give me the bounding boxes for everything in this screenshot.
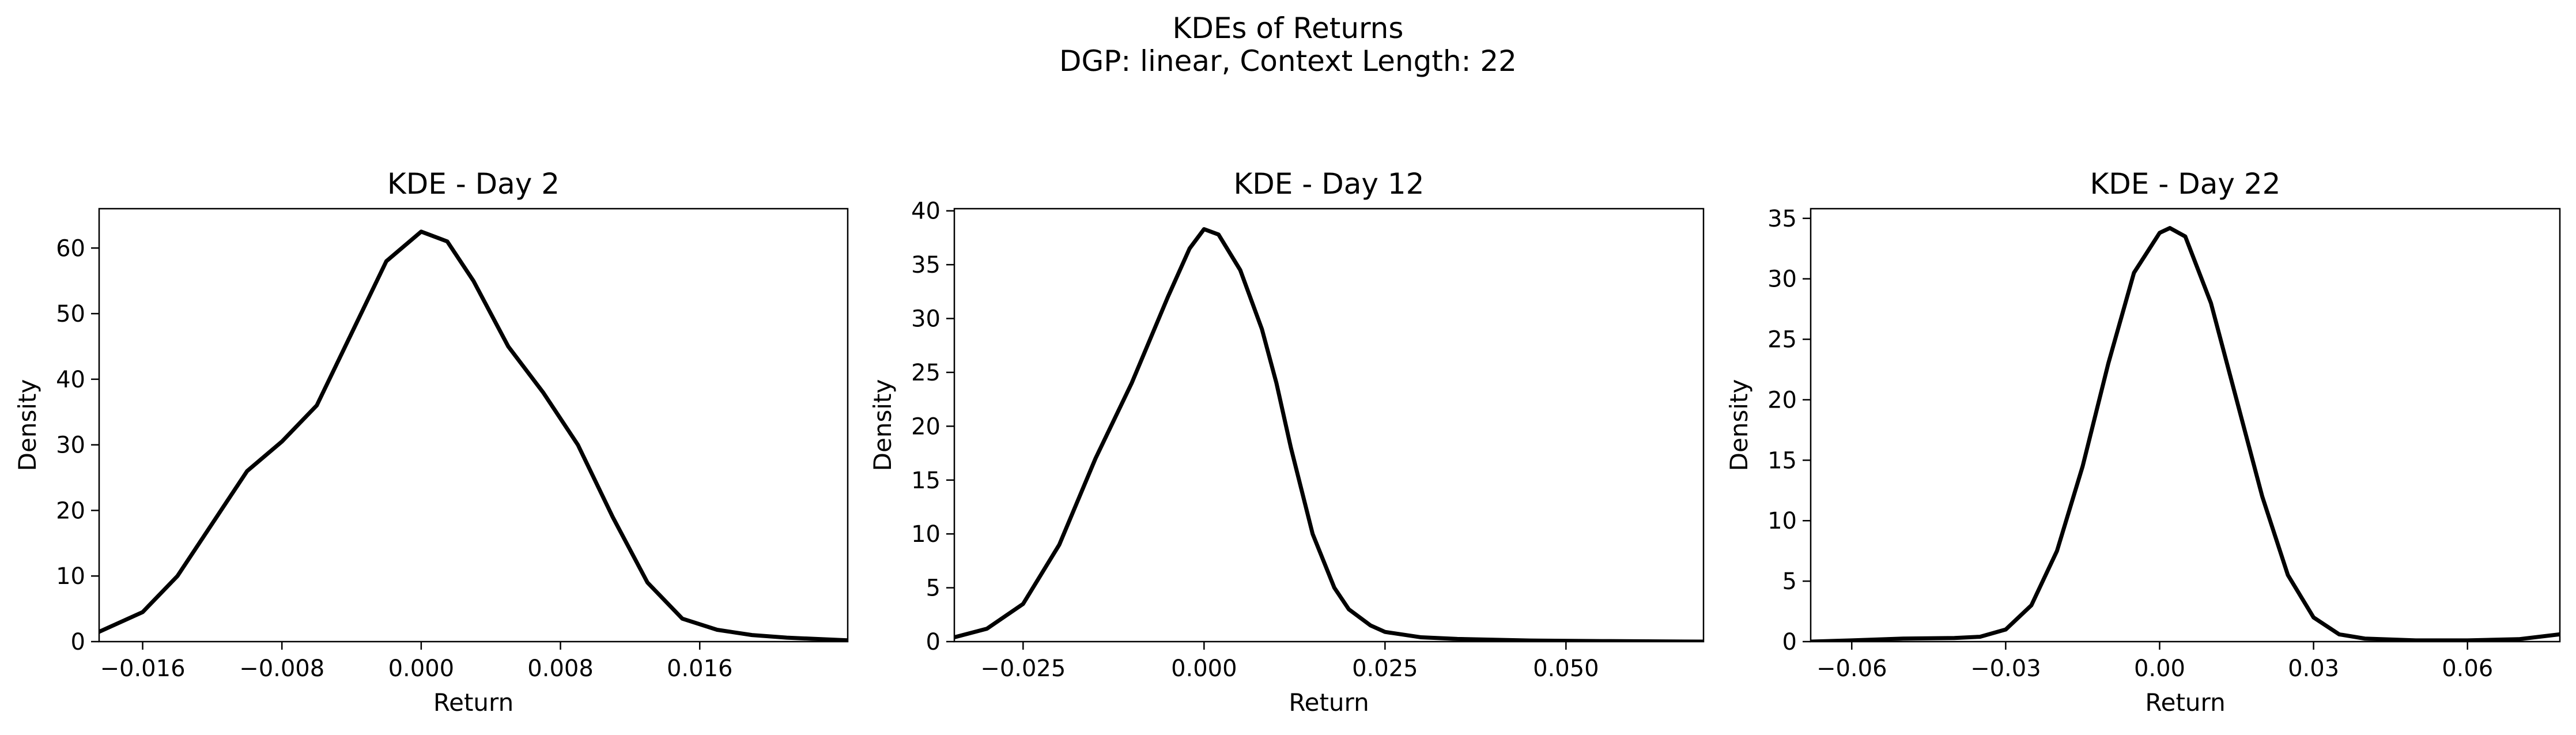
y-tick-label: 20 <box>1767 387 1797 413</box>
y-axis-label: Density <box>13 379 41 472</box>
figure-title-line2: DGP: linear, Context Length: 22 <box>1059 44 1517 78</box>
y-tick-label: 40 <box>56 367 85 393</box>
plot-frame <box>1810 208 2561 643</box>
x-tick-label: 0.000 <box>388 655 455 682</box>
y-tick-label: 60 <box>56 235 85 262</box>
x-tick-label: 0.03 <box>2288 655 2339 682</box>
x-tick-label: −0.016 <box>100 655 186 682</box>
y-tick-label: 10 <box>56 563 85 590</box>
y-axis-label: Density <box>1725 379 1753 472</box>
y-tick-label: 30 <box>56 432 85 459</box>
x-tick-label: 0.016 <box>667 655 733 682</box>
x-tick-label: −0.03 <box>1970 655 2041 682</box>
figure-title-line1: KDEs of Returns <box>1173 12 1404 45</box>
y-tick-label: 15 <box>911 468 940 494</box>
y-tick-label: 25 <box>911 360 940 386</box>
y-tick-label: 10 <box>1767 508 1797 534</box>
x-tick-label: −0.008 <box>239 655 324 682</box>
panel-title: KDE - Day 12 <box>1234 167 1425 201</box>
y-tick-label: 30 <box>911 306 940 333</box>
kde-line-series-1 <box>1811 226 2560 642</box>
y-tick-label: 50 <box>56 301 85 327</box>
y-tick-label: 35 <box>1767 206 1797 232</box>
plot-frame <box>953 208 1705 643</box>
y-tick-label: 5 <box>1782 568 1797 595</box>
y-tick-label: 40 <box>911 198 940 225</box>
x-axis-label: Return <box>433 688 513 717</box>
y-tick-label: 30 <box>1767 266 1797 293</box>
panel-title: KDE - Day 2 <box>387 167 560 201</box>
x-tick-label: −0.06 <box>1816 655 1887 682</box>
chart-panel-day-2: −0.016 −0.008 0.000 0.008 0.016 0 10 20 30 40 50 60… <box>13 167 849 717</box>
y-tick-label: 5 <box>926 575 940 602</box>
y-tick-label: 0 <box>926 629 940 655</box>
y-axis-label: Density <box>868 379 897 472</box>
x-tick-label: 0.008 <box>527 655 594 682</box>
x-tick-label: −0.025 <box>980 655 1066 682</box>
y-tick-label: 15 <box>1767 447 1797 474</box>
kde-line-series-1 <box>954 227 1704 642</box>
y-tick-label: 25 <box>1767 327 1797 353</box>
x-tick-label: 0.025 <box>1352 655 1418 682</box>
x-tick-label: 0.050 <box>1533 655 1599 682</box>
x-tick-label: 0.06 <box>2442 655 2493 682</box>
chart-panel-day-22: −0.06 −0.03 0.00 0.03 0.06 0 5 10 15 20 25 30 35 KDE … <box>1725 167 2561 717</box>
x-tick-label: 0.000 <box>1171 655 1237 682</box>
panel-title: KDE - Day 22 <box>2090 167 2281 201</box>
x-axis-label: Return <box>1289 688 1369 717</box>
kde-line-series-1 <box>99 229 848 642</box>
x-axis-label: Return <box>2145 688 2225 717</box>
y-tick-label: 20 <box>911 413 940 440</box>
y-tick-label: 10 <box>911 521 940 548</box>
y-tick-label: 35 <box>911 252 940 278</box>
plot-frame <box>98 208 849 643</box>
y-tick-label: 0 <box>71 629 85 655</box>
chart-panel-day-12: −0.025 0.000 0.025 0.050 0 5 10 15 20 25 30 35 40 KDE… <box>868 167 1705 717</box>
y-tick-label: 0 <box>1782 629 1797 655</box>
x-tick-label: 0.00 <box>2134 655 2185 682</box>
y-tick-label: 20 <box>56 497 85 524</box>
